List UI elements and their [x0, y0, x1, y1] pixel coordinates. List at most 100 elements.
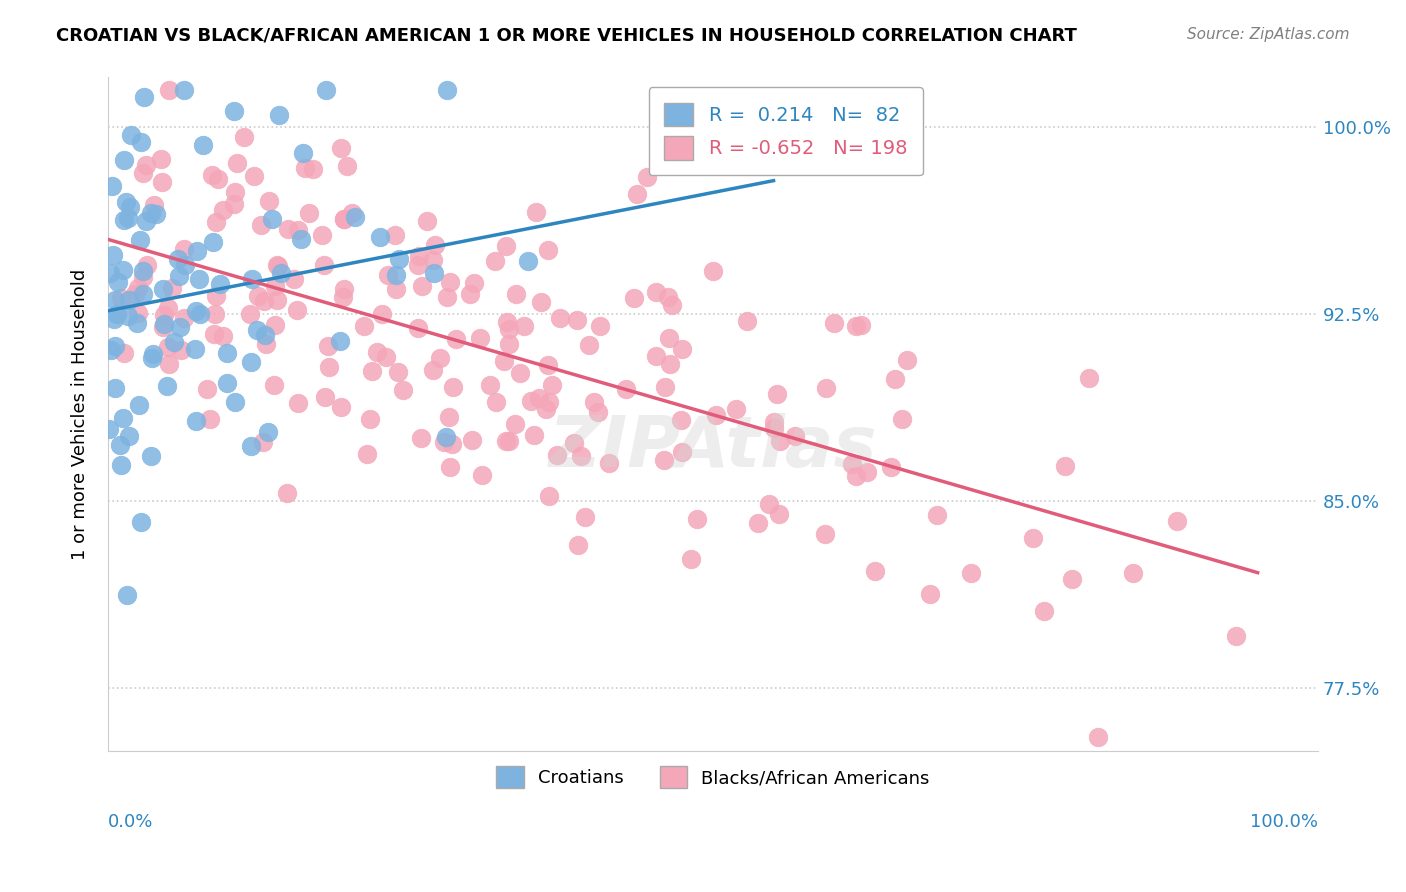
- Point: [250, 218, 273, 232]
- Point: [108, 438, 131, 452]
- Point: [266, 293, 288, 307]
- Point: [242, 169, 264, 183]
- Point: [316, 339, 339, 353]
- Point: [769, 434, 792, 449]
- Point: [567, 538, 589, 552]
- Point: [762, 420, 785, 434]
- Point: [135, 213, 157, 227]
- Point: [135, 158, 157, 172]
- Point: [291, 146, 314, 161]
- Point: [384, 228, 406, 243]
- Point: [879, 459, 901, 474]
- Point: [845, 319, 868, 334]
- Text: Source: ZipAtlas.com: Source: ZipAtlas.com: [1187, 27, 1350, 42]
- Point: [1022, 531, 1045, 545]
- Point: [267, 108, 290, 122]
- Point: [330, 401, 353, 415]
- Point: [104, 293, 127, 307]
- Point: [463, 277, 485, 291]
- Point: [385, 282, 408, 296]
- Point: [471, 467, 494, 482]
- Point: [520, 394, 543, 409]
- Point: [849, 318, 872, 333]
- Point: [359, 411, 381, 425]
- Point: [588, 318, 610, 333]
- Point: [329, 141, 352, 155]
- Point: [253, 327, 276, 342]
- Y-axis label: 1 or more Vehicles in Household: 1 or more Vehicles in Household: [72, 268, 89, 560]
- Point: [232, 129, 254, 144]
- Point: [444, 332, 467, 346]
- Point: [671, 343, 693, 357]
- Point: [845, 469, 868, 483]
- Point: [855, 465, 877, 479]
- Point: [105, 308, 128, 322]
- Point: [247, 289, 270, 303]
- Point: [103, 381, 125, 395]
- Point: [356, 446, 378, 460]
- Point: [173, 83, 195, 97]
- Point: [735, 314, 758, 328]
- Point: [408, 321, 430, 335]
- Point: [375, 351, 398, 365]
- Point: [503, 417, 526, 432]
- Point: [865, 564, 887, 578]
- Point: [132, 287, 155, 301]
- Point: [498, 434, 520, 448]
- Point: [215, 376, 238, 391]
- Point: [422, 253, 444, 268]
- Point: [704, 409, 727, 423]
- Point: [131, 516, 153, 530]
- Point: [202, 235, 225, 249]
- Point: [152, 320, 174, 334]
- Point: [411, 279, 433, 293]
- Point: [207, 171, 229, 186]
- Point: [188, 307, 211, 321]
- Point: [546, 448, 568, 462]
- Point: [1032, 604, 1054, 618]
- Point: [588, 405, 610, 419]
- Point: [173, 258, 195, 272]
- Point: [509, 366, 531, 380]
- Point: [360, 364, 382, 378]
- Point: [142, 197, 165, 211]
- Point: [371, 307, 394, 321]
- Point: [333, 282, 356, 296]
- Point: [661, 298, 683, 312]
- Point: [505, 287, 527, 301]
- Point: [127, 306, 149, 320]
- Point: [132, 264, 155, 278]
- Point: [128, 398, 150, 412]
- Point: [470, 331, 492, 345]
- Point: [173, 311, 195, 326]
- Point: [422, 363, 444, 377]
- Point: [110, 291, 132, 305]
- Point: [167, 268, 190, 283]
- Point: [623, 291, 645, 305]
- Point: [1225, 629, 1247, 643]
- Point: [186, 415, 208, 429]
- Point: [333, 211, 356, 226]
- Point: [654, 380, 676, 394]
- Point: [582, 395, 605, 409]
- Point: [253, 293, 276, 308]
- Point: [534, 402, 557, 417]
- Point: [117, 588, 139, 602]
- Point: [156, 379, 179, 393]
- Point: [841, 458, 863, 472]
- Point: [343, 210, 366, 224]
- Point: [815, 381, 838, 395]
- Point: [153, 308, 176, 322]
- Point: [332, 290, 354, 304]
- Point: [526, 205, 548, 219]
- Point: [131, 136, 153, 150]
- Point: [436, 83, 458, 97]
- Point: [626, 187, 648, 202]
- Point: [134, 90, 156, 104]
- Point: [111, 410, 134, 425]
- Point: [368, 230, 391, 244]
- Point: [495, 239, 517, 253]
- Point: [523, 427, 546, 442]
- Point: [411, 431, 433, 445]
- Point: [654, 453, 676, 467]
